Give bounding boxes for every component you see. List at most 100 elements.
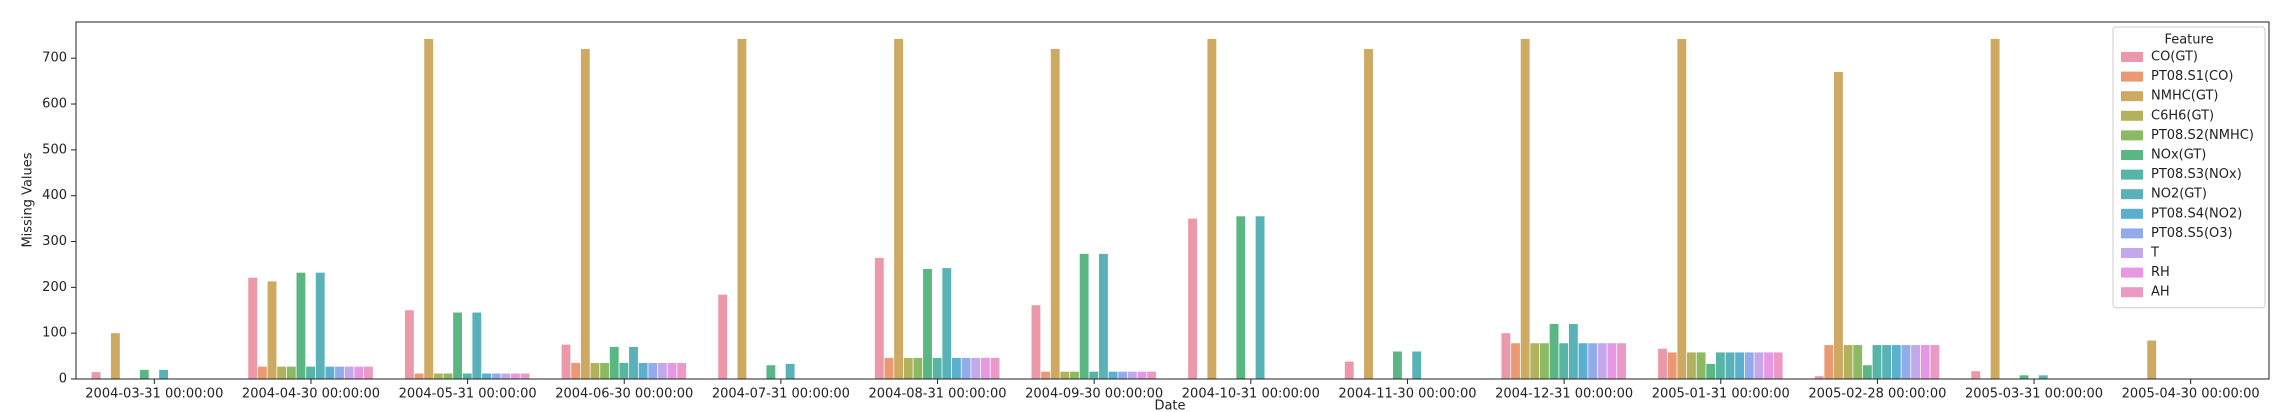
x-tick-label: 2005-02-28 00:00:00 [1808,387,1946,402]
bar [1901,345,1911,379]
legend-swatch [2121,169,2143,180]
y-tick-label: 400 [42,188,67,203]
legend-swatch [2121,130,2143,141]
legend-box [2112,26,2266,309]
bar [1706,363,1716,379]
bar [1853,345,1863,379]
bar [1667,352,1677,379]
bar [1559,343,1569,379]
bar [1393,351,1402,379]
bar [1658,348,1667,379]
bar [1137,371,1147,379]
bar [1677,38,1687,379]
bar [335,366,344,379]
bar [1891,345,1901,379]
bar [1843,345,1853,379]
x-tick-label: 2004-05-31 00:00:00 [399,387,537,402]
bar [923,269,932,379]
bar [913,357,923,379]
bar [433,373,443,379]
bar [1089,371,1099,379]
bar [571,362,581,379]
bar [1990,38,2000,379]
bar [1098,253,1108,379]
legend-label: PT08.S4(NO2) [2151,206,2242,221]
bar [1834,71,1843,379]
x-tick-label: 2004-12-31 00:00:00 [1495,387,1633,402]
bar [1079,253,1089,379]
bar [1108,371,1118,379]
bar [1188,218,1198,379]
bar [510,373,520,379]
bar [737,38,747,379]
bar [1735,352,1745,379]
bar [1070,371,1079,379]
bar [1412,351,1422,379]
legend-swatch [2121,208,2143,219]
bar [1882,345,1892,379]
y-tick-label: 300 [42,234,67,249]
bar [306,366,316,379]
bar [363,366,373,379]
legend-label: NO2(GT) [2151,187,2207,202]
y-tick-label: 600 [42,97,67,112]
bar [1862,365,1872,379]
bar [110,333,120,379]
legend-label: PT08.S5(O3) [2151,226,2233,241]
bar [2019,375,2029,379]
bar [1578,343,1588,379]
bar [1207,38,1217,379]
bar [1344,361,1354,379]
bar [561,344,571,379]
bar [657,362,667,379]
bar [1607,343,1617,379]
bar [600,362,610,379]
bar [1050,49,1060,379]
bar [1041,371,1051,379]
bar [1744,352,1754,379]
x-tick-label: 2004-08-31 00:00:00 [868,387,1006,402]
bar [248,277,258,379]
bar [501,373,511,379]
y-tick-label: 200 [42,280,67,295]
x-tick-label: 2004-06-30 00:00:00 [555,387,693,402]
bar [1773,352,1783,379]
bar [1920,345,1930,379]
legend-label: NMHC(GT) [2151,89,2219,104]
bar [1687,352,1696,379]
bar [1236,216,1246,379]
legend-swatch [2121,189,2143,200]
bar [1147,371,1157,379]
bar [1255,216,1265,379]
bar [1364,49,1373,379]
x-tick-label: 2004-04-30 00:00:00 [242,387,380,402]
bar [424,38,434,379]
bar [1588,343,1598,379]
x-tick-label: 2004-11-30 00:00:00 [1338,387,1476,402]
legend-label: C6H6(GT) [2151,108,2214,123]
bar [1549,324,1559,379]
x-axis-label: Date [1154,399,1185,412]
x-tick-label: 2004-07-31 00:00:00 [712,387,850,402]
y-axis-label: Missing Values [21,152,36,247]
bar [619,362,629,379]
legend-label: PT08.S1(CO) [2151,69,2233,84]
x-tick-label: 2005-03-31 00:00:00 [1965,387,2103,402]
bar [884,357,894,379]
bar [1127,371,1137,379]
bar [257,366,267,379]
bar [903,357,913,379]
legend-label: T [2150,246,2159,261]
bar [980,357,990,379]
bar [315,272,325,379]
legend-swatch [2121,248,2143,258]
y-tick-label: 0 [59,372,67,387]
bar [932,357,942,379]
bar [1764,352,1773,379]
bar [1824,345,1834,379]
bar [942,268,952,379]
bar [638,362,648,379]
legend-label: NOx(GT) [2151,148,2206,163]
legend-swatch [2121,150,2143,160]
